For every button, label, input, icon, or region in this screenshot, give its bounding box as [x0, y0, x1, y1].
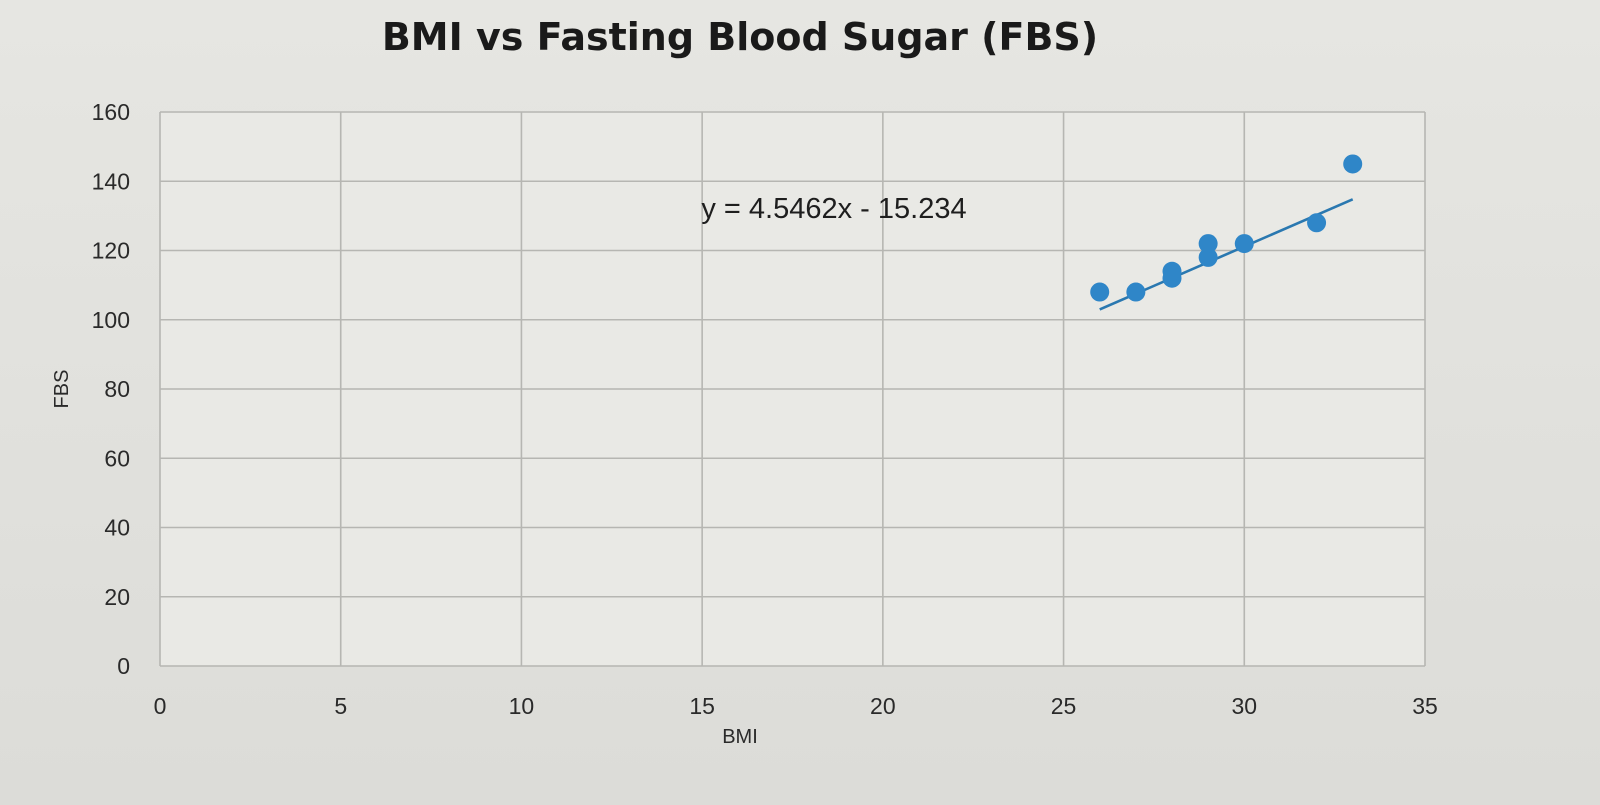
x-tick-label: 10	[509, 693, 535, 719]
y-tick-label: 100	[92, 307, 130, 333]
data-point	[1198, 234, 1218, 254]
y-tick-label: 40	[104, 515, 130, 541]
data-point	[1090, 282, 1110, 302]
tick-labels: 0 20 40 60 80 100 120 140 160 0 5 10 15 20 25 30 35	[92, 99, 1438, 719]
y-axis-label: FBS	[51, 370, 73, 409]
y-tick-label: 120	[92, 238, 130, 264]
y-tick-label: 0	[117, 653, 130, 679]
trendline-equation: y = 4.5462x - 15.234	[701, 193, 966, 225]
y-tick-label: 60	[104, 445, 130, 471]
data-point	[1198, 247, 1218, 267]
x-tick-label: 25	[1051, 693, 1077, 719]
y-tick-label: 160	[92, 99, 130, 125]
x-axis-label: BMI	[722, 726, 758, 748]
y-tick-label: 140	[92, 168, 130, 194]
x-tick-label: 5	[334, 693, 347, 719]
data-point	[1162, 261, 1182, 281]
data-point	[1343, 154, 1363, 174]
y-tick-label: 80	[104, 376, 130, 402]
x-tick-label: 20	[870, 693, 896, 719]
x-tick-label: 0	[154, 693, 167, 719]
x-tick-label: 35	[1412, 693, 1438, 719]
grid-lines	[159, 111, 1426, 667]
data-point	[1234, 234, 1254, 254]
data-point	[1126, 282, 1146, 302]
x-tick-label: 30	[1231, 693, 1257, 719]
data-point	[1307, 213, 1327, 233]
x-tick-label: 15	[689, 693, 715, 719]
data-points	[1090, 154, 1363, 302]
chart-title: BMI vs Fasting Blood Sugar (FBS)	[382, 15, 1098, 59]
y-tick-label: 20	[104, 584, 130, 610]
